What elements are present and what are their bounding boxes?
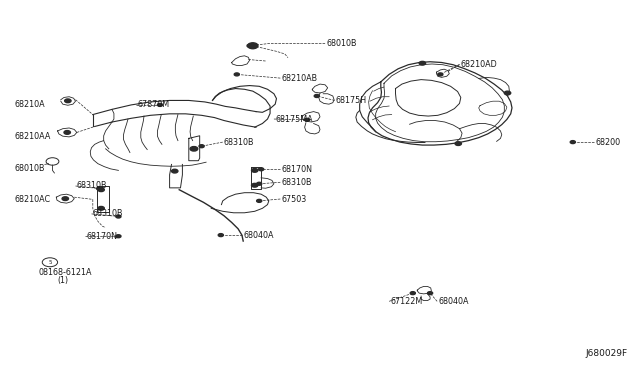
Circle shape — [247, 44, 252, 47]
Text: 5: 5 — [48, 260, 52, 265]
Text: 68040A: 68040A — [243, 231, 274, 240]
Circle shape — [252, 169, 258, 172]
Circle shape — [455, 142, 461, 145]
Circle shape — [257, 182, 262, 185]
Circle shape — [257, 199, 262, 202]
Circle shape — [98, 206, 104, 210]
Text: 68010B: 68010B — [326, 39, 357, 48]
Circle shape — [570, 141, 575, 144]
Text: 68210A: 68210A — [14, 100, 45, 109]
Text: 68310B: 68310B — [282, 178, 312, 187]
Text: 68175MA: 68175MA — [275, 115, 313, 124]
Circle shape — [98, 188, 104, 192]
Text: 68310B: 68310B — [77, 182, 108, 190]
Text: (1): (1) — [58, 276, 68, 285]
Text: 67122M: 67122M — [390, 297, 422, 306]
Circle shape — [504, 91, 511, 95]
Circle shape — [190, 147, 198, 151]
Text: 68170N: 68170N — [282, 165, 312, 174]
Text: 68170N: 68170N — [86, 232, 117, 241]
Circle shape — [172, 169, 178, 173]
Circle shape — [428, 292, 433, 295]
Circle shape — [410, 292, 415, 295]
Circle shape — [199, 145, 204, 148]
Circle shape — [62, 197, 68, 201]
Text: 68210AD: 68210AD — [461, 60, 497, 69]
Circle shape — [64, 131, 70, 134]
Circle shape — [419, 61, 426, 65]
Text: J680029F: J680029F — [585, 349, 627, 358]
Text: 67503: 67503 — [282, 195, 307, 203]
Circle shape — [65, 99, 71, 103]
Text: 68200: 68200 — [595, 138, 620, 147]
Circle shape — [97, 187, 102, 190]
Text: 68310B: 68310B — [224, 138, 255, 147]
Circle shape — [116, 235, 121, 238]
Circle shape — [116, 215, 121, 218]
Circle shape — [252, 183, 258, 187]
Text: 68210AB: 68210AB — [282, 74, 317, 83]
Circle shape — [259, 168, 264, 171]
Circle shape — [438, 73, 443, 76]
Circle shape — [218, 234, 223, 237]
Circle shape — [248, 43, 258, 49]
Text: 68210AA: 68210AA — [14, 132, 51, 141]
Text: 68040A: 68040A — [438, 297, 469, 306]
Circle shape — [157, 103, 163, 106]
Text: 67870M: 67870M — [138, 100, 170, 109]
Circle shape — [234, 73, 239, 76]
Text: 68010B: 68010B — [14, 164, 45, 173]
Text: 08168-6121A: 08168-6121A — [38, 268, 92, 277]
Circle shape — [314, 94, 319, 97]
Text: 68210AC: 68210AC — [14, 195, 50, 204]
Text: 68310B: 68310B — [93, 209, 124, 218]
Circle shape — [305, 118, 310, 121]
Text: 68175H: 68175H — [336, 96, 367, 105]
Circle shape — [50, 160, 55, 163]
